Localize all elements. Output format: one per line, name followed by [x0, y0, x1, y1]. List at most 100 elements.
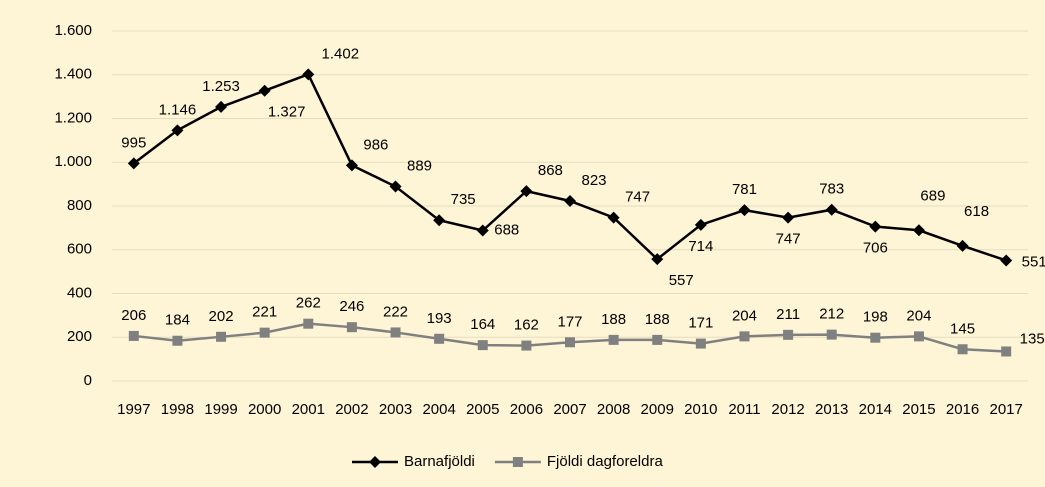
y-tick-label: 1.000	[54, 153, 92, 170]
data-label: 1.146	[159, 101, 197, 118]
legend-label: Fjöldi dagforeldra	[547, 453, 664, 470]
x-tick-label: 2012	[771, 401, 804, 418]
y-tick-label: 600	[67, 241, 92, 258]
x-tick-label: 2003	[379, 401, 412, 418]
y-tick-label: 400	[67, 284, 92, 301]
data-point	[1001, 346, 1012, 357]
data-point	[345, 159, 358, 172]
data-label: 747	[776, 231, 801, 248]
x-tick-label: 1997	[117, 401, 150, 418]
data-label: 177	[557, 313, 582, 330]
data-point	[608, 334, 619, 345]
data-label: 162	[514, 317, 539, 334]
data-label: 193	[427, 310, 452, 327]
data-point	[303, 318, 314, 329]
legend-marker	[512, 457, 523, 467]
data-point	[739, 331, 750, 342]
data-label: 135	[1020, 330, 1045, 347]
y-tick-label: 200	[67, 328, 92, 345]
data-label: 551	[1022, 253, 1045, 270]
data-point	[172, 335, 183, 346]
y-tick-label: 1.200	[54, 109, 92, 126]
data-label: 783	[819, 181, 844, 198]
data-label: 1.253	[202, 78, 240, 95]
x-tick-label: 2008	[597, 401, 630, 418]
legend-label: Barnafjöldi	[404, 453, 475, 470]
data-point	[565, 337, 575, 348]
data-point	[694, 218, 707, 231]
data-label: 618	[964, 203, 989, 220]
x-tick-label: 1999	[204, 401, 237, 418]
data-point	[520, 185, 533, 198]
data-point	[825, 203, 838, 216]
legend-marker	[369, 456, 381, 468]
data-label: 823	[581, 172, 606, 189]
data-point	[695, 338, 706, 349]
x-tick-label: 2000	[248, 401, 281, 418]
data-point	[826, 329, 837, 340]
data-label: 986	[363, 136, 388, 153]
data-label: 211	[776, 306, 800, 323]
y-tick-label: 0	[84, 372, 92, 389]
data-point	[607, 211, 620, 224]
x-tick-label: 2017	[990, 401, 1023, 418]
y-tick-label: 800	[67, 197, 92, 214]
data-point	[259, 327, 270, 338]
data-label: 145	[950, 320, 975, 337]
data-label: 557	[669, 272, 694, 289]
data-label: 714	[688, 238, 713, 255]
data-point	[390, 327, 401, 338]
data-point	[216, 331, 227, 342]
data-label: 171	[688, 315, 713, 332]
data-point	[564, 194, 576, 207]
data-point	[913, 331, 924, 342]
data-point	[783, 329, 794, 340]
data-label: 747	[625, 189, 650, 206]
data-label: 222	[383, 303, 408, 320]
data-point	[434, 333, 445, 344]
data-point	[128, 330, 139, 341]
data-label: 198	[863, 309, 888, 326]
data-point	[957, 344, 968, 355]
data-point	[346, 322, 357, 333]
x-tick-label: 2002	[335, 401, 368, 418]
data-point	[652, 334, 663, 345]
x-tick-label: 2001	[292, 401, 325, 418]
data-label: 262	[296, 295, 321, 312]
x-tick-label: 1998	[161, 401, 194, 418]
data-label: 1.402	[322, 45, 360, 62]
data-label: 188	[601, 311, 626, 328]
data-label: 781	[732, 181, 757, 198]
data-point	[302, 68, 315, 81]
data-label: 206	[121, 307, 146, 324]
data-label: 246	[339, 298, 364, 315]
x-tick-label: 2010	[684, 401, 717, 418]
x-tick-label: 2015	[902, 401, 935, 418]
x-tick-label: 2007	[553, 401, 586, 418]
data-point	[477, 340, 488, 351]
data-point	[870, 332, 881, 343]
x-tick-label: 2011	[728, 401, 760, 418]
data-label: 184	[165, 312, 190, 329]
x-tick-label: 2014	[859, 401, 892, 418]
data-point	[171, 124, 184, 137]
data-point	[127, 157, 140, 170]
data-label: 995	[121, 134, 146, 151]
x-tick-label: 2013	[815, 401, 848, 418]
x-tick-label: 2009	[641, 401, 674, 418]
data-label: 1.327	[268, 104, 306, 121]
data-point	[782, 211, 795, 224]
data-point	[869, 220, 882, 233]
x-tick-label: 2004	[422, 401, 455, 418]
data-point	[258, 84, 271, 97]
data-label: 204	[906, 307, 931, 324]
data-label: 735	[451, 191, 476, 208]
data-point	[521, 340, 532, 351]
data-label: 688	[494, 221, 519, 238]
x-tick-label: 2005	[466, 401, 499, 418]
data-label: 204	[732, 307, 757, 324]
x-tick-label: 2006	[510, 401, 543, 418]
data-label: 202	[209, 308, 234, 325]
data-label: 221	[252, 304, 277, 321]
